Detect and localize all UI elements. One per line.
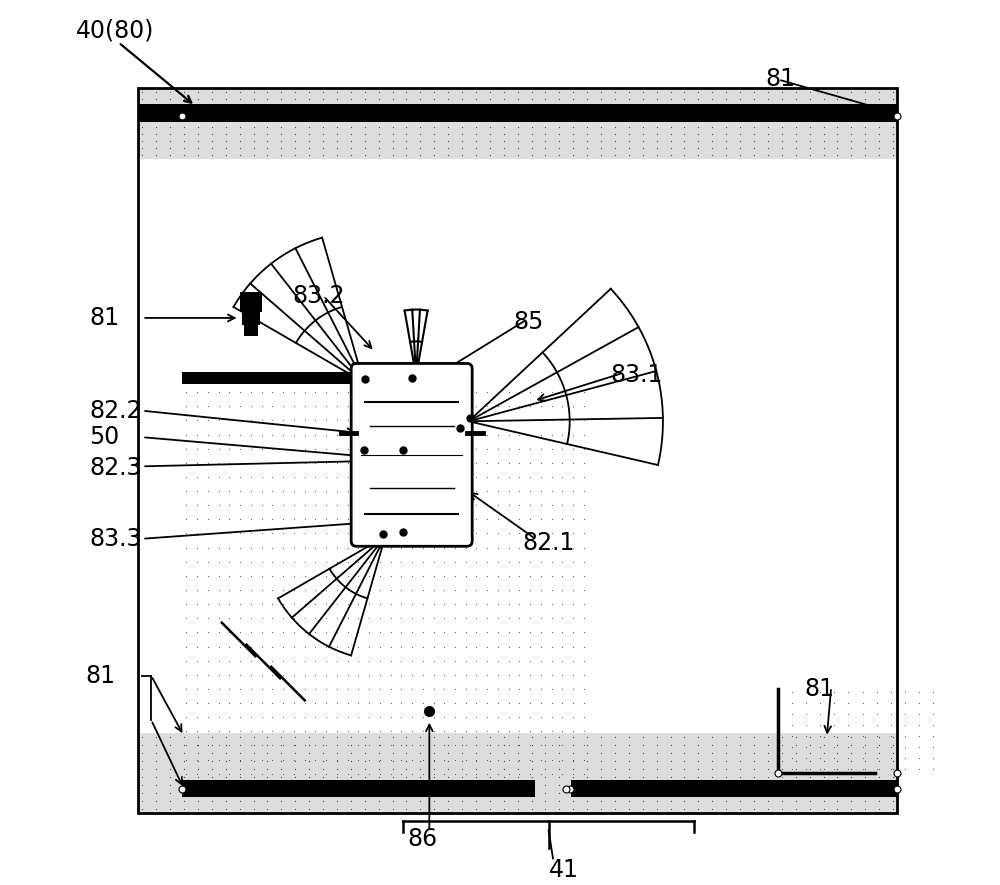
Bar [240, 292, 262, 312]
Text: 81: 81 [85, 664, 115, 688]
Bar [571, 780, 897, 797]
Text: 81: 81 [805, 677, 835, 701]
Text: 85: 85 [513, 311, 544, 335]
Bar [138, 104, 897, 122]
Bar [242, 312, 260, 325]
Bar [138, 88, 897, 812]
Text: 82.1: 82.1 [522, 531, 574, 555]
Text: 83.1: 83.1 [610, 364, 663, 388]
Text: 81: 81 [89, 306, 119, 330]
Bar [182, 780, 535, 797]
FancyBboxPatch shape [351, 364, 472, 546]
Text: 86: 86 [407, 827, 437, 851]
Text: 83.3: 83.3 [89, 527, 142, 550]
Text: 81: 81 [765, 67, 795, 91]
Text: 40(80): 40(80) [76, 19, 154, 42]
Text: 83.2: 83.2 [292, 284, 345, 308]
Text: 82.2: 82.2 [89, 399, 142, 423]
Bar [244, 324, 258, 335]
Text: 82.3: 82.3 [89, 456, 142, 480]
Bar [182, 372, 447, 384]
Text: 41: 41 [549, 858, 578, 882]
Bar [138, 88, 897, 159]
Bar [138, 733, 897, 812]
Text: 50: 50 [89, 425, 120, 450]
